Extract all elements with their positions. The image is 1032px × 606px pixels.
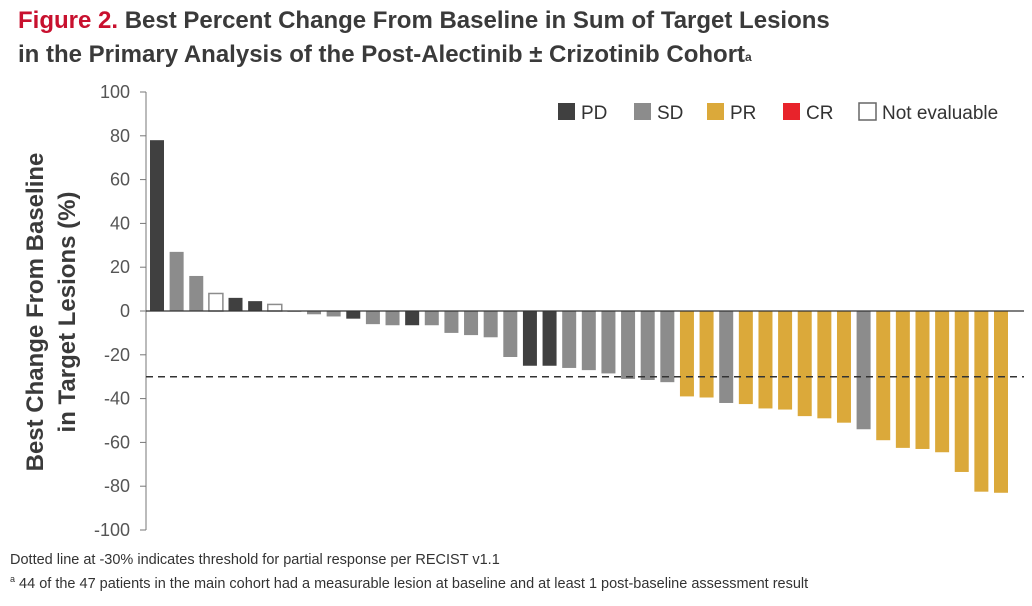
bar-pr xyxy=(895,311,910,448)
bar-sd xyxy=(601,311,616,374)
y-tick-label: 20 xyxy=(110,257,130,277)
y-tick-label: 0 xyxy=(120,301,130,321)
bar-sd xyxy=(581,311,596,371)
bar-sd xyxy=(444,311,459,333)
y-axis-label-line-2: in Target Lesions (%) xyxy=(54,192,81,433)
bar-sd xyxy=(503,311,518,357)
bar-pr xyxy=(817,311,832,419)
bar-pd xyxy=(405,311,420,326)
footnote-marker: a xyxy=(10,574,16,584)
bar-pd xyxy=(542,311,557,366)
y-tick-label: -20 xyxy=(104,345,130,365)
bar-pd xyxy=(228,297,243,311)
chart-title: Figure 2. Best Percent Change From Basel… xyxy=(18,4,1018,72)
y-tick-label: 60 xyxy=(110,170,130,190)
bar-pr xyxy=(974,311,989,492)
bar-pr xyxy=(915,311,930,449)
bar-sd xyxy=(856,311,871,430)
title-line-1: Figure 2. Best Percent Change From Basel… xyxy=(18,4,1018,38)
footnote-cohort-text: 44 of the 47 patients in the main cohort… xyxy=(15,575,809,592)
bar-sd xyxy=(365,311,380,325)
bar-pr xyxy=(778,311,793,410)
legend-label-cr: CR xyxy=(806,103,833,124)
footnote-cohort: a 44 of the 47 patients in the main coho… xyxy=(10,574,808,592)
bar-pr xyxy=(699,311,714,398)
title-footnote-marker: a xyxy=(745,50,752,64)
bar-sd xyxy=(307,311,322,315)
bar-sd xyxy=(189,275,204,311)
legend-swatch-pd xyxy=(558,103,575,120)
chart-legend: PD SD PR CR Not evaluable xyxy=(558,102,998,124)
bar-pr xyxy=(954,311,969,472)
bar-sd xyxy=(326,311,341,317)
bar-sd xyxy=(385,311,400,326)
bar-sd xyxy=(640,311,655,380)
bar-pr xyxy=(836,311,851,423)
footnote-threshold: Dotted line at -30% indicates threshold … xyxy=(10,552,500,568)
legend-label-pr: PR xyxy=(730,103,756,124)
legend-label-ne: Not evaluable xyxy=(882,103,998,124)
bar-pd xyxy=(346,311,361,319)
bar-sd xyxy=(483,311,498,338)
y-tick-label: -60 xyxy=(104,432,130,452)
y-tick-label: -40 xyxy=(104,389,130,409)
bar-sd xyxy=(660,311,675,383)
bar-sd xyxy=(424,311,439,326)
bar-pr xyxy=(876,311,891,441)
y-axis: 100 80 60 40 20 0 -20 -40 -60 -80 -100 xyxy=(94,82,147,540)
y-tick-label: -80 xyxy=(104,476,130,496)
legend-label-sd: SD xyxy=(657,103,683,124)
title-text-line-2: in the Primary Analysis of the Post-Alec… xyxy=(18,41,746,68)
y-tick-label: -100 xyxy=(94,520,130,540)
bar-pd xyxy=(248,301,263,311)
bar-ne xyxy=(208,292,224,312)
y-tick-label: 80 xyxy=(110,126,130,146)
bar-sd xyxy=(562,311,577,368)
bar-series xyxy=(146,140,1024,493)
bar-pr xyxy=(758,311,773,409)
title-line-2: in the Primary Analysis of the Post-Alec… xyxy=(18,38,1018,72)
legend-label-pd: PD xyxy=(581,103,607,124)
legend-swatch-ne xyxy=(858,102,877,121)
bar-sd xyxy=(169,251,184,311)
legend-swatch-sd xyxy=(634,103,651,120)
title-text-line-1: Best Percent Change From Baseline in Sum… xyxy=(124,7,830,34)
bar-pd xyxy=(522,311,537,366)
bar-sd xyxy=(464,311,479,336)
bar-pd xyxy=(150,140,164,311)
bar-sd xyxy=(621,311,636,379)
bar-pr xyxy=(994,311,1008,493)
bar-sd xyxy=(719,311,734,403)
y-axis-label-line-1: Best Change From Baseline xyxy=(22,153,49,472)
bar-pr xyxy=(738,311,753,405)
bar-pr xyxy=(797,311,812,417)
bar-pr xyxy=(679,311,694,397)
legend-swatch-cr xyxy=(783,103,800,120)
y-tick-label: 100 xyxy=(100,82,130,102)
bar-ne xyxy=(267,303,283,312)
bar-pr xyxy=(935,311,950,453)
legend-swatch-pr xyxy=(707,103,724,120)
y-tick-label: 40 xyxy=(110,213,130,233)
figure-label: Figure 2. xyxy=(18,7,119,34)
